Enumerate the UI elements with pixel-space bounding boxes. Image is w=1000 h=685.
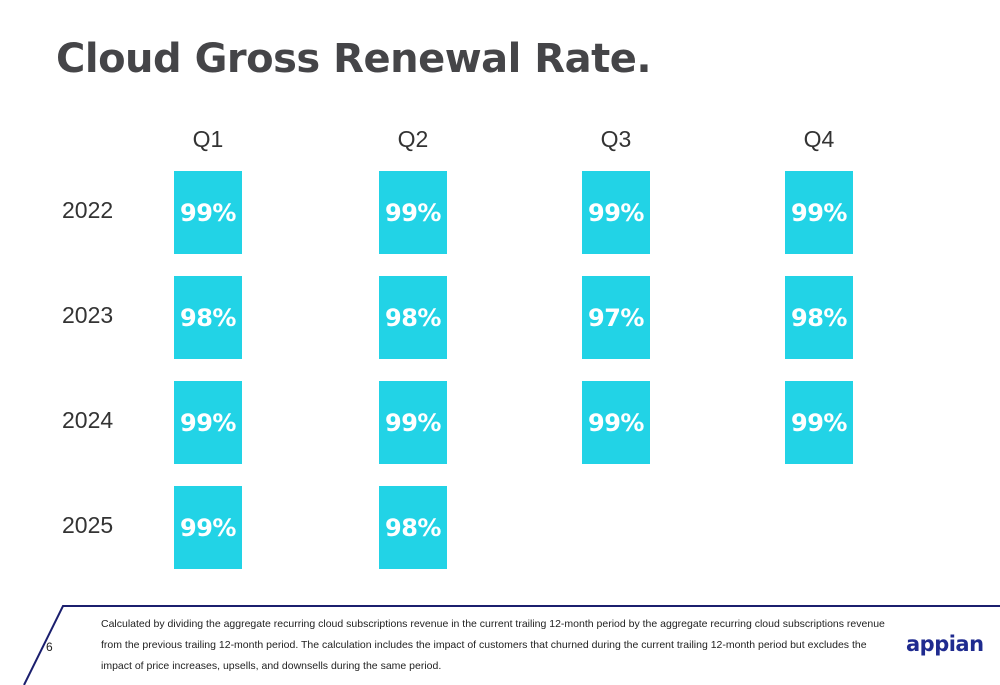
row-label-2025: 2025 <box>62 512 114 538</box>
column-header-q2: Q2 <box>397 126 429 152</box>
rate-cell-2024-q1: 99% <box>174 381 242 464</box>
rate-cell-2024-q4: 99% <box>785 381 853 464</box>
footnote-text: Calculated by dividing the aggregate rec… <box>101 618 885 672</box>
column-header-q4: Q4 <box>803 126 835 152</box>
appian-logo: appian <box>906 632 984 656</box>
rate-cell-2023-q2: 98% <box>379 276 447 359</box>
page-number: 6 <box>46 640 53 654</box>
page-title: Cloud Gross Renewal Rate. <box>56 36 652 82</box>
rate-cell-2024-q3: 99% <box>582 381 650 464</box>
row-label-2024: 2024 <box>62 407 114 433</box>
row-label-2023: 2023 <box>62 302 114 328</box>
rate-cell-2022-q1: 99% <box>174 171 242 254</box>
rate-cell-2022-q3: 99% <box>582 171 650 254</box>
rate-cell-2025-q1: 99% <box>174 486 242 569</box>
column-header-q3: Q3 <box>600 126 632 152</box>
rate-cell-2025-q2: 98% <box>379 486 447 569</box>
row-label-2022: 2022 <box>62 197 114 223</box>
rate-cell-2023-q3: 97% <box>582 276 650 359</box>
rate-cell-2023-q4: 98% <box>785 276 853 359</box>
rate-cell-2022-q2: 99% <box>379 171 447 254</box>
rate-cell-2023-q1: 98% <box>174 276 242 359</box>
rate-cell-2024-q2: 99% <box>379 381 447 464</box>
column-header-q1: Q1 <box>192 126 224 152</box>
rate-cell-2022-q4: 99% <box>785 171 853 254</box>
